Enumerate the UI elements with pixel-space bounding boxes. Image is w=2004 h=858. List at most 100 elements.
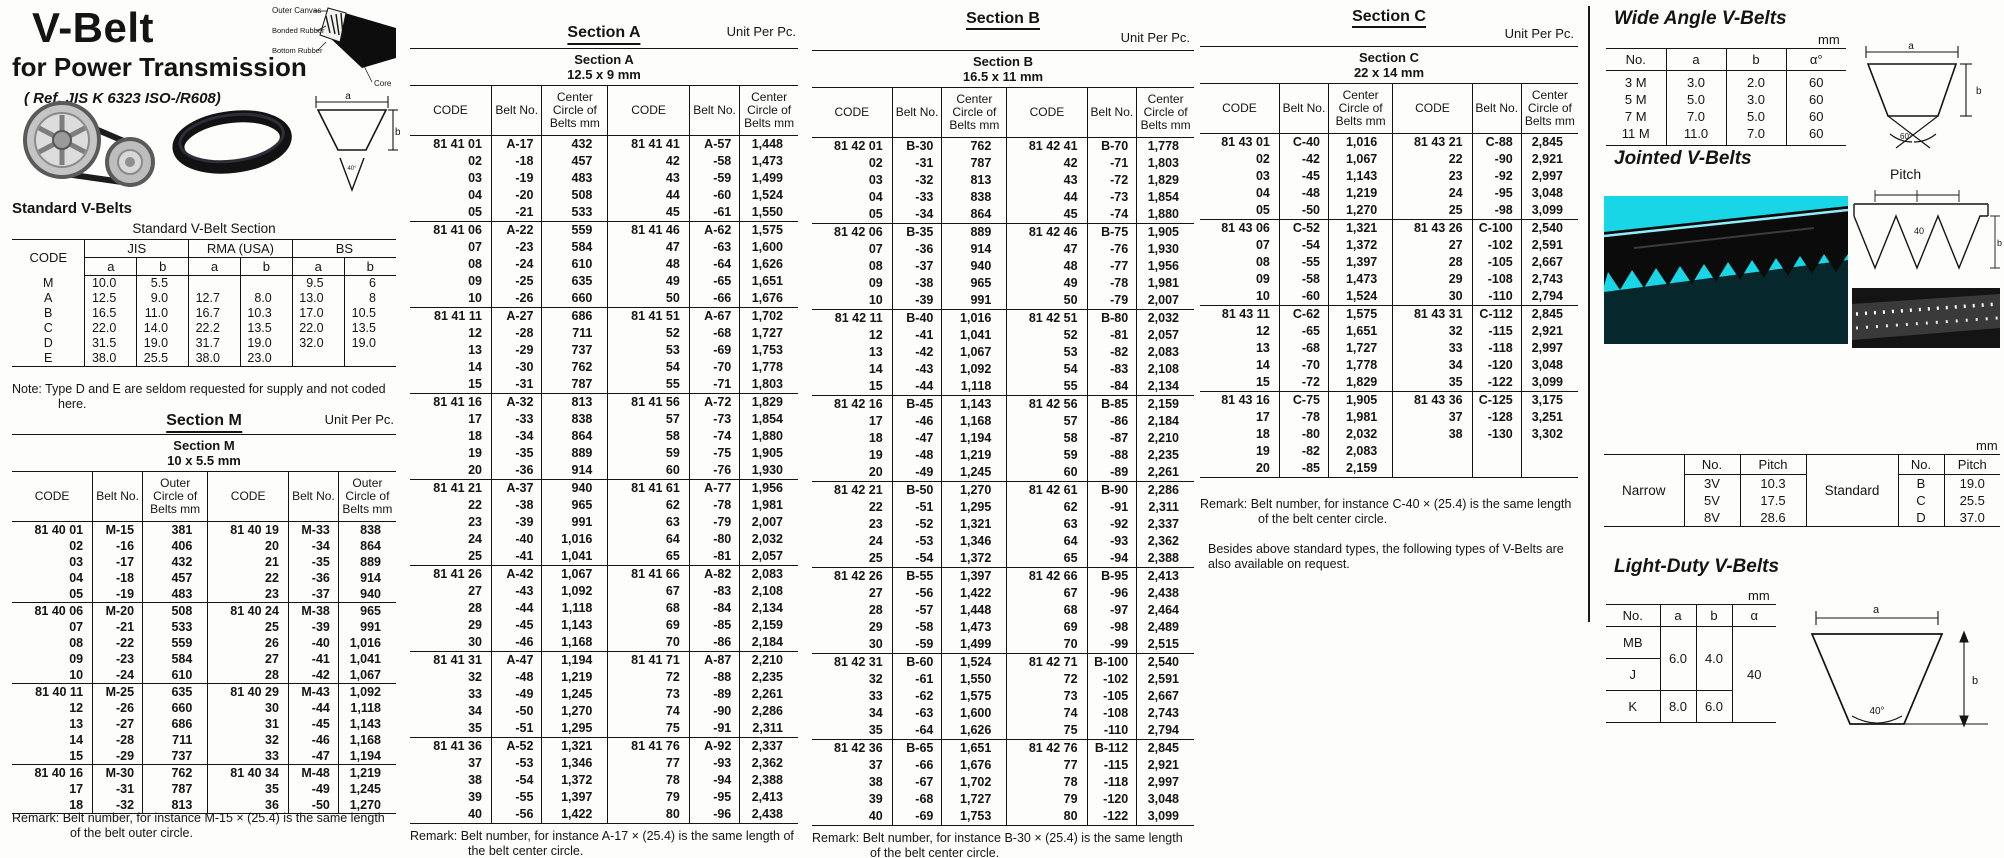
table-cell: 54 [1006,361,1088,378]
table-cell: -87 [1087,430,1138,447]
section-m-block: 81 40 11 M-25 635 81 40 29 M-43 1,092 12 -26 660… [12,683,396,765]
section-c-table: Section C 22 x 14 mm CODE Belt No. Center… [1200,46,1578,478]
table-cell: 18 [12,797,94,814]
table-row: 03 -17 432 21 -35 889 [12,554,396,570]
table-cell: 7 M [1606,108,1667,125]
standard-table-title: Standard V-Belt Section [132,221,276,236]
table-row: 35 -51 1,295 75 -91 2,311 [410,720,798,738]
table-cell: 81 41 41 [607,135,690,153]
table-row: 37 -53 1,346 77 -93 2,362 [410,755,798,772]
table-row: 09 -38 965 49 -78 1,981 [812,275,1194,292]
table-cell: 2,743 [1531,272,1563,286]
table-cell: -76 [689,462,741,480]
light-duty-angle-label: 40° [1869,706,1884,717]
row-label: K [1606,690,1661,723]
table-cell: -105 [1472,254,1522,271]
table-cell: 05 [812,206,893,224]
section-c-block: 81 43 16 C-75 1,905 81 43 36 C-125 3,175 17 -78… [1200,391,1578,478]
table-row: 81 41 06 A-22 559 81 41 46 A-62 1,575 [410,221,798,239]
table-cell: 62 [607,497,690,514]
table-cell: -84 [689,600,741,617]
table-cell: 64 [607,531,690,548]
table-cell: 1,295 [541,720,609,738]
page-title: V-Belt [32,4,155,51]
table-cell: 965 [338,602,396,619]
table-cell: 81 42 71 [1006,653,1088,671]
table-cell: 1,346 [941,533,1008,550]
table-row: 81 42 31 B-60 1,524 81 42 71 B-100 2,540 [812,653,1194,671]
section-m-header: Section M Unit Per Pc. [12,412,396,433]
table-cell: -33 [491,411,543,428]
table-cell: 1,626 [941,722,1008,740]
table-cell: 2,591 [1147,672,1179,686]
table-cell: 57 [1006,413,1088,430]
table-cell: 25.5 [1959,493,1985,508]
table-cell: 1,803 [751,377,783,391]
table-cell: 2,286 [1136,481,1194,499]
table-cell: 42 [607,153,690,170]
table-cell: 13 [812,344,893,361]
table-cell: 2,413 [1136,567,1194,585]
table-cell: -54 [892,550,943,568]
table-cell: 1,016 [1328,133,1394,151]
table-row: 81 43 01 C-40 1,016 81 43 21 C-88 2,845 [1200,133,1578,151]
table-cell: -83 [1087,361,1138,378]
table-cell: 1,194 [541,651,609,669]
table-cell: -73 [1087,189,1138,206]
table-row: 81 43 16 C-75 1,905 81 43 36 C-125 3,175 [1200,391,1578,409]
table-cell: A-87 [689,651,741,669]
table-cell: 81 41 36 [410,737,492,755]
table-cell: -90 [1472,151,1522,168]
table-cell: 20 [410,462,492,480]
table-cell: 1,981 [751,498,783,512]
table-row: 13 -27 686 31 -45 1,143 [12,716,396,732]
table-cell: B-70 [1087,137,1138,155]
table-row: 81 41 36 A-52 1,321 81 41 76 A-92 2,337 [410,737,798,755]
table-cell: 81 42 56 [1006,395,1088,413]
table-cell: 5V [1684,492,1741,509]
table-cell [292,351,345,367]
table-row: 18 -47 1,194 58 -87 2,210 [812,430,1194,447]
table-cell: -68 [689,325,741,342]
table-cell: 991 [541,514,609,531]
table-cell: 37.0 [1959,510,1985,525]
table-cell: 10.3 [1740,474,1807,492]
table-cell: 2,845 [1521,133,1578,151]
table-cell: 1,727 [941,791,1008,808]
table-cell: -39 [491,514,543,531]
table-cell: B-90 [1087,481,1138,499]
table-row: B 16.5 11.0 16.7 10.3 17.0 10.5 [12,306,396,321]
table-row: 11 M 11.0 7.0 60 [1606,125,1846,146]
table-cell: 1,905 [1328,391,1394,409]
table-cell: 914 [941,241,1008,258]
table-cell: A-52 [491,737,543,755]
table-cell: 27 [812,585,893,602]
table-cell: 19.0 [136,336,190,351]
table-cell: C [1898,492,1945,509]
table-cell: 13 [410,342,492,359]
section-b-block: 81 42 06 B-35 889 81 42 46 B-75 1,905 07 -36 914… [812,223,1194,310]
table-row: 10 -60 1,524 30 -110 2,794 [1200,288,1578,306]
table-cell: 81 42 31 [812,653,893,671]
col-code: CODE [207,471,289,522]
table-cell: 813 [941,172,1008,189]
table-cell: -55 [491,789,543,806]
table-cell: -92 [1472,168,1522,185]
section-c-table-title: Section C 22 x 14 mm [1200,46,1578,84]
table-row: 5V 17.5 C 25.5 [1604,492,2000,509]
table-cell: 5 M [1606,91,1667,108]
table-row: 09 -23 584 27 -41 1,041 [12,651,396,667]
table-cell: 1,880 [1147,207,1179,221]
table-row: 17 -78 1,981 37 -128 3,251 [1200,409,1578,426]
table-row: 81 41 01 A-17 432 81 41 41 A-57 1,448 [410,135,798,153]
table-cell: 2,235 [751,670,783,684]
table-cell: -28 [491,325,543,342]
table-cell: 1,041 [541,548,609,566]
table-cell: 22.2 [188,321,241,336]
table-cell: 1,753 [751,343,783,357]
table-cell: 12.7 [188,291,241,306]
table-row: 81 43 11 C-62 1,575 81 43 31 C-112 2,845 [1200,305,1578,323]
table-cell: 60 [607,462,690,480]
table-cell: 63 [1006,516,1088,533]
